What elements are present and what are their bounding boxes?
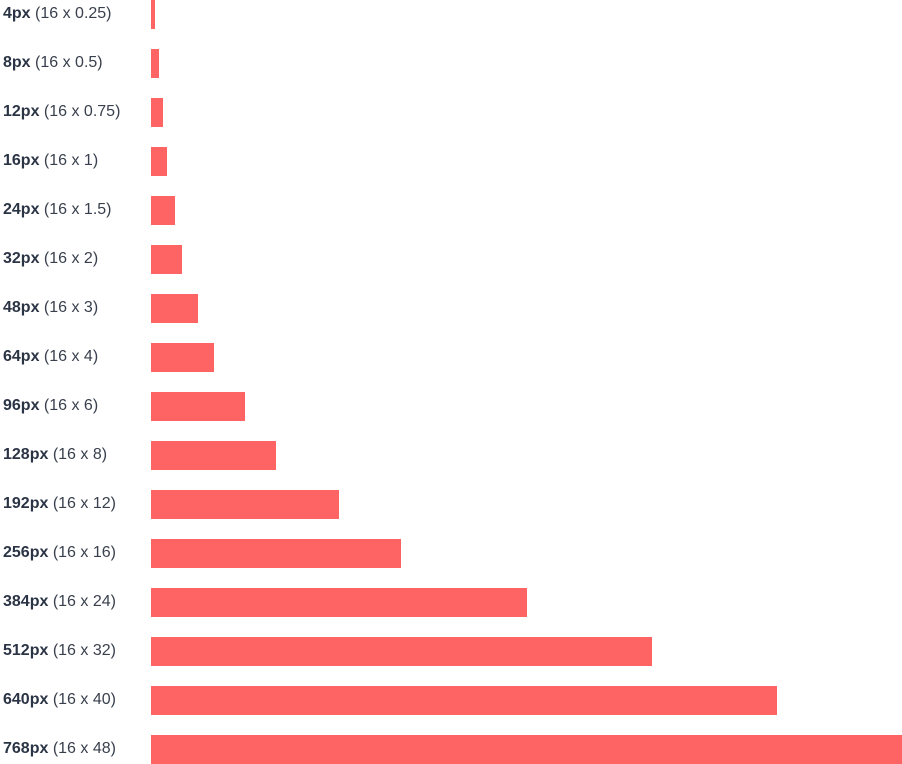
bar-label: 512px (16 x 32) [3,637,116,666]
bar [151,735,902,764]
bar-row: 768px (16 x 48) [0,735,902,764]
bar [151,98,163,127]
bar-label-px: 64px [3,348,40,365]
bar-label-px: 12px [3,103,40,120]
bar-label: 64px (16 x 4) [3,343,98,372]
bar-label: 256px (16 x 16) [3,539,116,568]
bar [151,294,198,323]
bar-label-px: 96px [3,397,40,414]
bar-row: 8px (16 x 0.5) [0,49,902,78]
bar-row: 256px (16 x 16) [0,539,902,568]
bar-row: 384px (16 x 24) [0,588,902,617]
bar-label-px: 48px [3,299,40,316]
bar-label-px: 256px [3,544,49,561]
bar [151,147,167,176]
bar-label-calc: (16 x 12) [48,495,116,512]
bar-label-px: 768px [3,740,49,757]
bar-label-calc: (16 x 3) [39,299,99,316]
bar-row: 48px (16 x 3) [0,294,902,323]
bar-label-px: 512px [3,642,49,659]
bar [151,539,402,568]
bar-label-calc: (16 x 32) [48,642,116,659]
bar-label-px: 640px [3,691,49,708]
bar-label-calc: (16 x 40) [48,691,116,708]
bar-row: 12px (16 x 0.75) [0,98,902,127]
bar [151,441,277,470]
bar-label-px: 8px [3,54,31,71]
bar-label-calc: (16 x 2) [39,250,99,267]
bar [151,245,183,274]
bar-label-calc: (16 x 0.5) [30,54,103,71]
bar-label-px: 32px [3,250,40,267]
bar-label-calc: (16 x 1) [39,152,99,169]
bar-label-calc: (16 x 1.5) [39,201,112,218]
bar [151,392,245,421]
bar-row: 128px (16 x 8) [0,441,902,470]
bar-label-px: 384px [3,593,49,610]
bar-label: 4px (16 x 0.25) [3,0,112,29]
bar-label-calc: (16 x 48) [48,740,116,757]
bar-label-calc: (16 x 8) [48,446,108,463]
bar-label: 24px (16 x 1.5) [3,196,112,225]
bar [151,196,175,225]
bar [151,686,777,715]
bar-label-calc: (16 x 0.75) [39,103,121,120]
bar-row: 96px (16 x 6) [0,392,902,421]
bar-row: 32px (16 x 2) [0,245,902,274]
bar-label: 8px (16 x 0.5) [3,49,103,78]
bar-label-calc: (16 x 4) [39,348,99,365]
bar-row: 640px (16 x 40) [0,686,902,715]
bar-label-px: 24px [3,201,40,218]
bar-label-calc: (16 x 24) [48,593,116,610]
bar-label-calc: (16 x 0.25) [30,5,112,22]
bar-label: 640px (16 x 40) [3,686,116,715]
bar-label: 48px (16 x 3) [3,294,98,323]
bar-label-calc: (16 x 6) [39,397,99,414]
bar [151,49,159,78]
bar-label-px: 128px [3,446,49,463]
bar [151,637,652,666]
bar-label: 192px (16 x 12) [3,490,116,519]
bar-row: 24px (16 x 1.5) [0,196,902,225]
bar [151,0,155,29]
bar-label: 96px (16 x 6) [3,392,98,421]
bar-row: 512px (16 x 32) [0,637,902,666]
bar-label: 768px (16 x 48) [3,735,116,764]
bar [151,343,214,372]
bar-label-calc: (16 x 16) [48,544,116,561]
bar [151,490,339,519]
bar-row: 16px (16 x 1) [0,147,902,176]
bar-label-px: 16px [3,152,40,169]
bar-label: 12px (16 x 0.75) [3,98,120,127]
bar-label: 32px (16 x 2) [3,245,98,274]
bar-label: 384px (16 x 24) [3,588,116,617]
bar-label-px: 4px [3,5,31,22]
bar-row: 64px (16 x 4) [0,343,902,372]
bar-label: 128px (16 x 8) [3,441,107,470]
bar-row: 4px (16 x 0.25) [0,0,902,29]
bar-row: 192px (16 x 12) [0,490,902,519]
bar-label: 16px (16 x 1) [3,147,98,176]
bar-label-px: 192px [3,495,49,512]
bar [151,588,527,617]
